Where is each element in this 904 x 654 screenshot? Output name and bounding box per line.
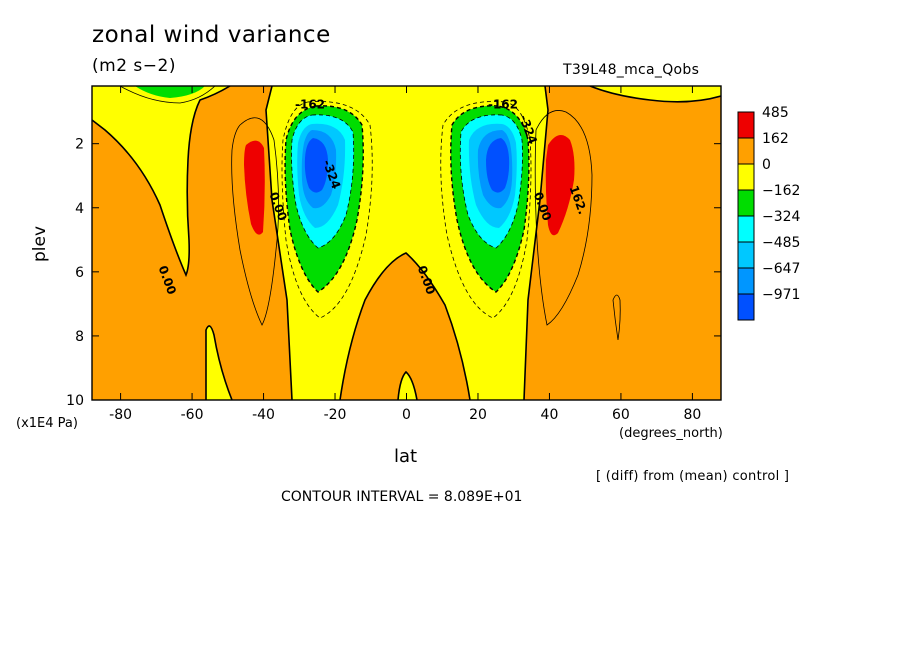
axis-ticks: -80 -60 -40 -20 0 20 40 60 80 2 4 6 8 10 [66,86,721,423]
x-tick-label: 80 [683,407,701,423]
fill-zero-lobe-sw [206,326,232,400]
colorbar-label: −647 [762,261,800,277]
x-tick-label: -40 [252,407,275,423]
y-tick-label: 2 [75,137,84,153]
colorbar-swatch [737,267,755,295]
fill-green-top [135,86,205,98]
x-tick-label: 40 [541,407,559,423]
x-tick-label: 0 [402,407,411,423]
x-tick-label: 20 [469,407,487,423]
x-axis-label: lat [394,446,418,467]
fill-pos-485-south [244,140,265,235]
colorbar-swatch [737,241,755,269]
colorbar-swatch [737,189,755,217]
colorbar-label: 485 [762,105,789,121]
y-tick-label: 6 [75,265,84,281]
colorbar-swatch [737,163,755,191]
chart-title: zonal wind variance [92,22,331,48]
positive-contours [119,86,621,341]
fill-zero-band-north [92,86,230,275]
contour-label: -162 [488,97,518,111]
run-name: T39L48_mca_Qobs [563,62,700,78]
fill-neg-971-south [304,138,328,193]
x-tick-label: -20 [324,407,347,423]
colorbar-swatch [737,111,755,139]
colorbar-swatch [737,293,755,321]
fill-neg-971-north [486,138,510,193]
contour-label: -162 [295,97,325,111]
colorbar-swatch [737,137,755,165]
fill-pos-485-north [545,135,575,236]
colorbar-label: −162 [762,183,800,199]
filled-contours [92,86,721,400]
zero-contours [92,86,721,400]
colorbar-swatch [737,215,755,243]
fill-zero-band-ne [590,86,721,102]
colorbar: 485 162 0 −162 −324 −485 −647 −971 [737,105,801,321]
x-axis-units: (degrees_north) [619,426,723,441]
colorbar-label: 0 [762,157,771,173]
colorbar-label: −971 [762,287,800,303]
diff-note: [ (diff) from (mean) control ] [596,469,790,484]
chart-units: (m2 s−2) [92,56,176,76]
x-tick-label: -60 [181,407,204,423]
y-tick-label: 10 [66,393,84,409]
x-tick-label: -80 [109,407,132,423]
colorbar-label: −324 [762,209,801,225]
colorbar-label: −485 [762,235,800,251]
y-axis-units: (x1E4 Pa) [16,416,78,431]
negative-contours [281,101,532,319]
y-tick-label: 4 [75,201,84,217]
y-tick-label: 8 [75,329,84,345]
x-tick-label: 60 [612,407,630,423]
contour-interval: CONTOUR INTERVAL = 8.089E+01 [281,489,523,505]
colorbar-label: 162 [762,131,789,147]
